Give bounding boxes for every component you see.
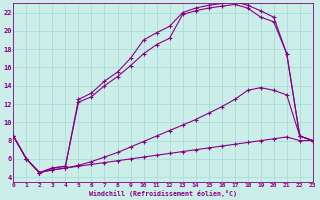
X-axis label: Windchill (Refroidissement éolien,°C): Windchill (Refroidissement éolien,°C): [89, 190, 237, 197]
